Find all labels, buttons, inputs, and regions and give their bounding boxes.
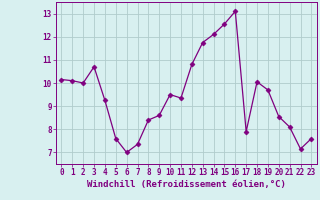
X-axis label: Windchill (Refroidissement éolien,°C): Windchill (Refroidissement éolien,°C) (87, 180, 286, 189)
